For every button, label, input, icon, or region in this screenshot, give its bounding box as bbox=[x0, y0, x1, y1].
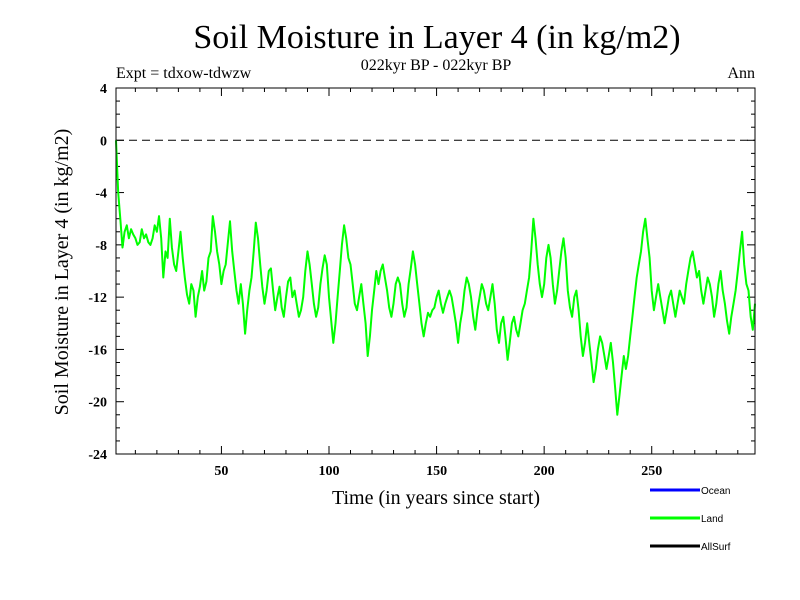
legend-label-land: Land bbox=[701, 514, 723, 525]
x-tick-label: 50 bbox=[214, 464, 228, 479]
plot-area-frame bbox=[115, 87, 756, 455]
y-tick-labels: 4 0 -4 -8 -12 -16 -20 -24 bbox=[88, 82, 107, 463]
legend: Ocean Land AllSurf bbox=[650, 486, 731, 553]
chart-title: Soil Moisture in Layer 4 (in kg/m2) bbox=[193, 19, 680, 56]
axis-ticks bbox=[116, 88, 755, 454]
y-tick-label: -24 bbox=[88, 448, 107, 463]
y-tick-label: -16 bbox=[88, 343, 107, 358]
period-label: Ann bbox=[727, 65, 755, 82]
y-axis-label: Soil Moisture in Layer 4 (in kg/m2) bbox=[51, 129, 73, 416]
y-tick-label: 4 bbox=[100, 82, 107, 97]
x-tick-labels: 50 100 150 200 250 bbox=[214, 464, 662, 479]
y-tick-label: 0 bbox=[100, 134, 107, 149]
y-tick-label: -4 bbox=[95, 187, 107, 202]
chart-subtitle: 022kyr BP - 022kyr BP bbox=[361, 57, 512, 74]
x-tick-label: 100 bbox=[319, 464, 340, 479]
y-tick-label: -12 bbox=[88, 291, 107, 306]
land-series-line bbox=[115, 140, 756, 416]
x-tick-label: 200 bbox=[534, 464, 555, 479]
legend-label-allsurf: AllSurf bbox=[701, 542, 731, 553]
y-tick-label: -8 bbox=[95, 239, 107, 254]
x-axis-label: Time (in years since start) bbox=[332, 487, 540, 509]
experiment-label: Expt = tdxow-tdwzw bbox=[116, 65, 252, 82]
x-tick-label: 250 bbox=[641, 464, 662, 479]
y-tick-label: -20 bbox=[88, 396, 107, 411]
legend-label-ocean: Ocean bbox=[701, 486, 730, 497]
x-tick-label: 150 bbox=[426, 464, 447, 479]
